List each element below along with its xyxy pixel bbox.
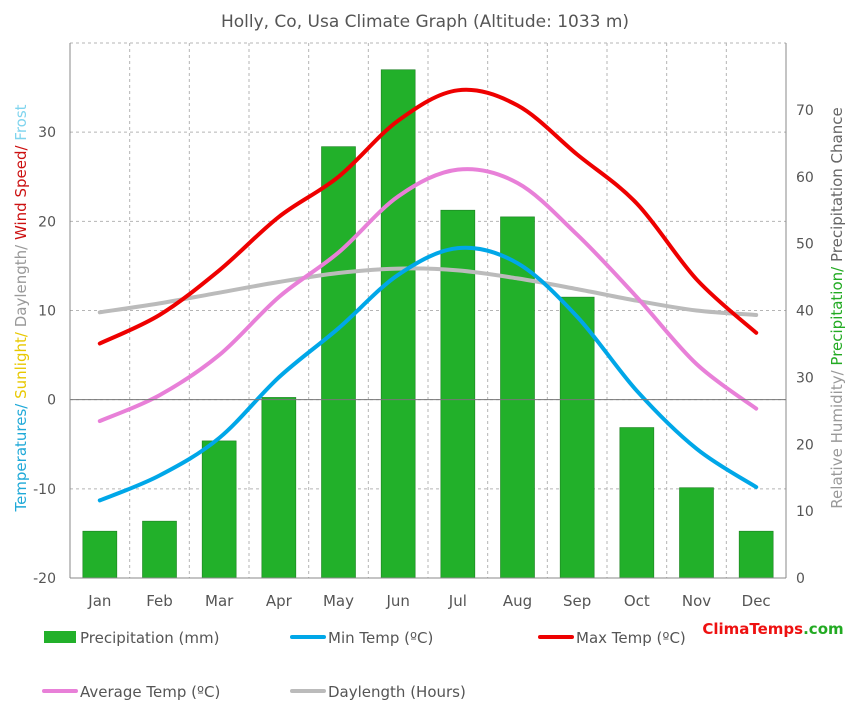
precip-bar-apr (261, 397, 297, 579)
precip-bar-mar (201, 440, 237, 579)
axis-label-part: Sunlight/ (12, 327, 30, 399)
axis-label-part: Temperatures/ (12, 399, 30, 513)
max-temp-line (97, 87, 759, 346)
precip-bar-jun (380, 69, 416, 579)
precip-bar-jan (82, 530, 118, 579)
left-tick-label: 30 (38, 125, 56, 141)
right-tick-label: 50 (796, 237, 814, 253)
left-tick-label: 10 (38, 304, 56, 320)
x-tick-label: Mar (205, 592, 234, 610)
min-temp-line (97, 245, 759, 503)
right-tick-label: 20 (796, 437, 814, 453)
axis-label-part: Daylength/ (12, 240, 30, 327)
left-tick-label: -10 (33, 482, 56, 498)
right-tick-label: 30 (796, 370, 814, 386)
left-tick-label: -20 (33, 571, 56, 587)
watermark-part: Clima (702, 620, 749, 638)
series-lines (97, 87, 759, 503)
right-tick-label: 70 (796, 103, 814, 119)
legend-label-daylength: Daylength (Hours) (328, 683, 466, 701)
legend: Precipitation (mm) Min Temp (ºC) Max Temp … (42, 629, 686, 701)
axis-label-part: Precipitation/ (828, 262, 846, 366)
axis-label-part: Wind Speed/ (12, 141, 30, 240)
x-tick-label: Jul (448, 592, 467, 610)
axis-label-part: Frost (12, 104, 30, 140)
left-tick-label: 0 (47, 393, 56, 409)
right-axis-label: Relative Humidity/ Precipitation/ Precip… (828, 107, 846, 508)
precip-bar-may (321, 146, 356, 579)
watermark-part: .com (803, 620, 844, 638)
left-tick-label: 20 (38, 214, 56, 230)
axis-label-part: Relative Humidity/ (828, 366, 846, 509)
precip-bar-nov (679, 487, 714, 579)
legend-label-max-temp: Max Temp (ºC) (576, 629, 686, 647)
right-tick-label: 0 (796, 571, 805, 587)
x-tick-label: Jun (385, 592, 409, 610)
precip-bar-dec (738, 530, 774, 579)
x-tick-label: Nov (682, 592, 711, 610)
precip-bar-jul (440, 209, 476, 579)
x-tick-label: Aug (503, 592, 532, 610)
watermark-part: Temps (749, 620, 803, 638)
legend-swatch-precipitation (44, 631, 76, 643)
axes (69, 43, 787, 579)
precip-bar-sep (559, 296, 595, 579)
left-axis-label: Temperatures/ Sunlight/ Daylength/ Wind … (12, 104, 30, 512)
legend-label-min-temp: Min Temp (ºC) (328, 629, 433, 647)
right-tick-label: 60 (796, 170, 814, 186)
precipitation-bars (82, 69, 774, 579)
x-tick-label: Feb (146, 592, 173, 610)
legend-label-precipitation: Precipitation (mm) (80, 629, 219, 647)
right-tick-label: 10 (796, 504, 814, 520)
legend-label-average-temp: Average Temp (ºC) (80, 683, 220, 701)
average-temp-line (97, 167, 759, 424)
climatemps-watermark: ClimaTemps.com (702, 620, 843, 638)
x-tick-label: Apr (266, 592, 293, 610)
x-tick-label: Oct (624, 592, 650, 610)
precip-bar-oct (619, 427, 655, 579)
right-tick-label: 40 (796, 304, 814, 320)
x-tick-label: Sep (563, 592, 591, 610)
precip-bar-feb (142, 520, 177, 579)
axis-label-part: Precipitation Chance (828, 107, 846, 262)
chart-title: Holly, Co, Usa Climate Graph (Altitude: … (221, 12, 629, 32)
x-tick-label: Dec (742, 592, 771, 610)
x-tick-label: Jan (87, 592, 111, 610)
tick-labels: -20 -10 0 10 20 30 0 10 20 30 40 50 60 70 Jan Feb Mar Apr… (33, 103, 814, 610)
x-tick-label: May (323, 592, 354, 610)
